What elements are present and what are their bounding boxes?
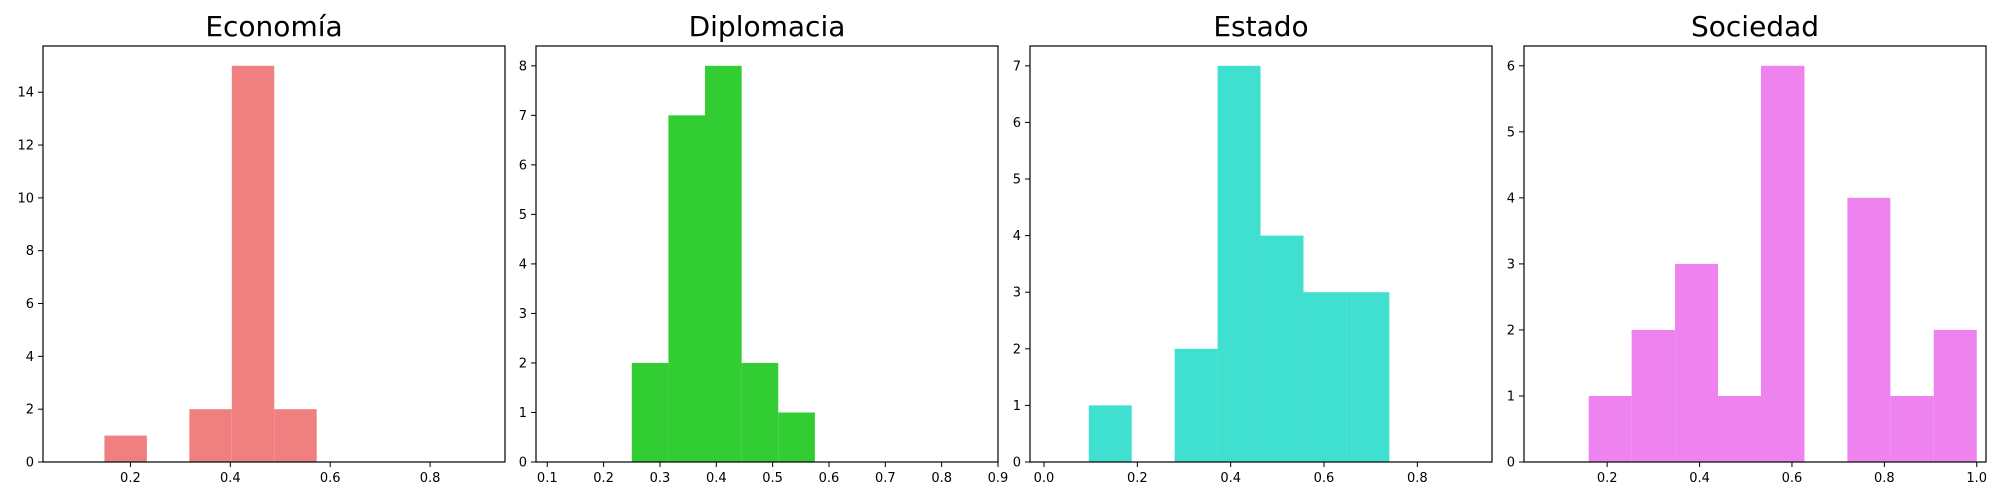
x-tick-label: 0.9 [988,471,1009,486]
y-tick-label: 4 [26,350,34,365]
y-tick-label: 1 [1013,399,1021,414]
axes-frame [1029,45,1493,463]
panel-title: Estado [1213,10,1308,43]
x-tick-label: 0.8 [931,471,952,486]
axes-frame [535,45,999,463]
panel-3: 0.0 0.2 0.4 0.6 0.8 0 1 2 3 4 5 6 7 Estado [1013,10,1493,486]
y-tick-label: 7 [519,109,527,124]
y-tick-label: 1 [1507,389,1515,404]
histogram-bar [1631,329,1676,462]
y-tick-label: 10 [17,191,34,206]
y-tick-label: 0 [1013,456,1021,471]
x-tick-label: 0.0 [1034,471,1055,486]
panel-title: Economía [205,10,342,43]
x-tick-label: 0.5 [762,471,783,486]
x-tick-label: 0.6 [320,471,341,486]
y-tick-label: 0 [519,456,527,471]
y-tick-label: 12 [17,139,34,154]
histogram-bar [778,412,815,462]
histogram-bar [741,362,779,462]
histogram-bar [705,65,742,463]
x-tick-label: 0.1 [537,471,558,486]
histogram-bar [1217,65,1261,463]
y-tick-label: 14 [17,86,34,101]
x-tick-label: 0.4 [706,471,727,486]
x-tick-label: 0.4 [1689,471,1710,486]
panel-2: 0.1 0.2 0.3 0.4 0.5 0.6 0.7 0.8 0.9 0 1 2 3 4 5 6 7 8 Dipl… [519,10,1009,486]
x-tick-label: 0.8 [420,471,441,486]
histogram-bar [1675,263,1719,462]
x-tick-label: 0.2 [593,471,614,486]
axes-frame [1523,45,1987,463]
x-tick-label: 0.8 [1407,471,1428,486]
histogram-bar [1718,395,1762,462]
x-tick-label: 0.6 [1782,471,1803,486]
histogram-bar [1847,197,1891,462]
histogram-bar [231,65,275,463]
y-tick-label: 3 [1507,257,1515,272]
histogram-bar [1588,395,1632,462]
y-tick-label: 7 [1013,59,1021,74]
y-tick-label: 4 [519,257,527,272]
histogram-bar [274,409,317,462]
histogram-bar [1761,65,1805,463]
histogram-bar [189,409,232,462]
x-tick-label: 0.2 [1127,471,1148,486]
x-tick-label: 0.4 [1220,471,1241,486]
histogram-bar [104,435,147,462]
y-tick-label: 4 [1507,191,1515,206]
y-tick-label: 8 [519,59,527,74]
histogram-bar [1088,405,1132,462]
y-tick-label: 2 [519,356,527,371]
histogram-bar [1174,348,1218,462]
axes-frame [42,45,506,463]
x-tick-label: 1.0 [1966,471,1987,486]
histogram-bar [631,362,669,462]
y-tick-label: 5 [519,208,527,223]
x-tick-label: 0.2 [1597,471,1618,486]
y-tick-label: 0 [26,456,34,471]
histogram-bar [1890,395,1934,462]
x-tick-label: 0.6 [819,471,840,486]
y-tick-label: 5 [1507,125,1515,140]
x-tick-label: 0.7 [875,471,896,486]
histogram-bar [1346,292,1390,462]
x-tick-label: 0.4 [220,471,241,486]
panel-1: 0.2 0.4 0.6 0.8 0 2 4 6 8 10 12 14 Economía [17,10,506,486]
x-tick-label: 0.6 [1314,471,1335,486]
histogram-bar [668,115,706,462]
y-tick-label: 3 [519,307,527,322]
panel-title: Diplomacia [689,10,846,43]
y-tick-label: 0 [1507,456,1515,471]
histogram-bar [1933,329,1977,462]
y-tick-label: 2 [26,403,34,418]
y-tick-label: 1 [519,406,527,421]
histogram-bar [1260,235,1304,462]
x-tick-label: 0.8 [1874,471,1895,486]
y-tick-label: 6 [1013,116,1021,131]
x-tick-label: 0.3 [650,471,671,486]
panel-4: 0.2 0.4 0.6 0.8 1.0 0 1 2 3 4 5 6 Sociedad [1507,10,1987,486]
y-tick-label: 2 [1013,342,1021,357]
y-tick-label: 6 [519,158,527,173]
panel-title: Sociedad [1691,10,1819,43]
y-tick-label: 8 [26,244,34,259]
y-tick-label: 4 [1013,229,1021,244]
histogram-bar [1303,292,1347,462]
y-tick-label: 3 [1013,286,1021,301]
y-tick-label: 6 [26,297,34,312]
y-tick-label: 6 [1507,59,1515,74]
y-tick-label: 5 [1013,173,1021,188]
y-tick-label: 2 [1507,323,1515,338]
x-tick-label: 0.2 [120,471,141,486]
